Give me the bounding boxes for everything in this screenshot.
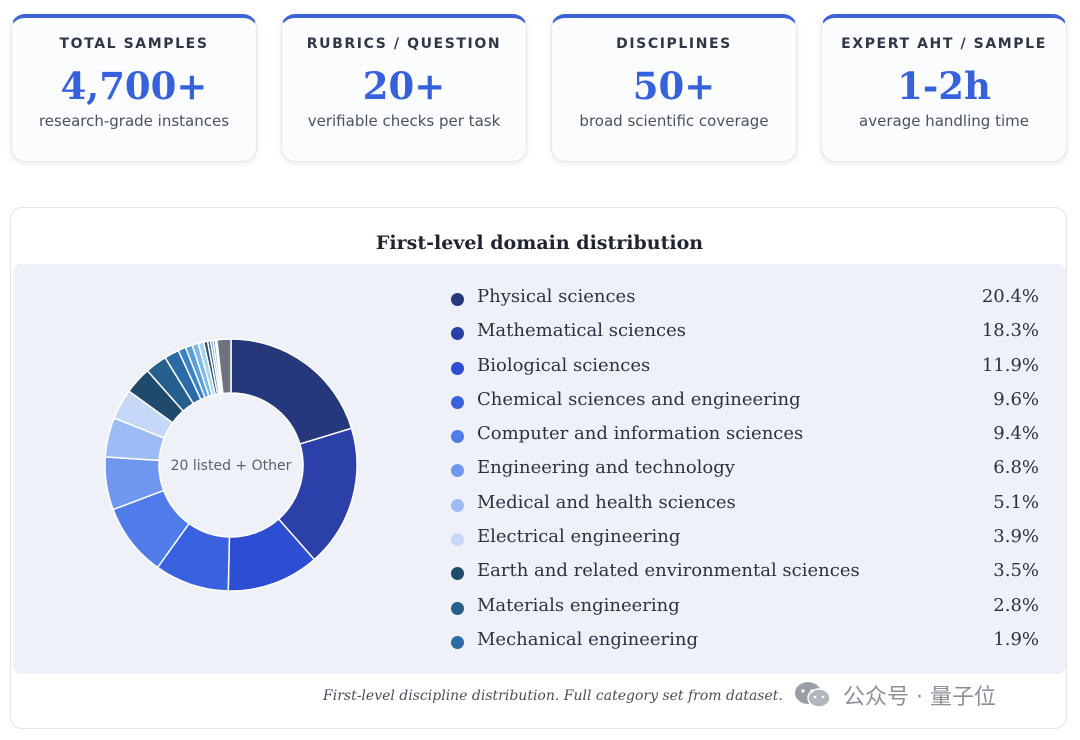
legend-swatch <box>451 293 464 306</box>
legend-swatch <box>451 498 464 512</box>
legend-label: Computer and information sciences <box>477 423 804 445</box>
donut-slice-other <box>216 338 232 395</box>
watermark-text: 公众号 · 量子位 <box>843 685 996 710</box>
legend-label: Electrical engineering <box>477 526 681 548</box>
legend-label: Materials engineering <box>477 594 680 616</box>
legend-label: Engineering and technology <box>477 457 735 479</box>
legend-item: Engineering and technology 6.8% <box>449 454 1049 488</box>
stat-subtitle: verifiable checks per task <box>307 112 501 130</box>
legend-item: Biological sciences 11.9% <box>449 352 1049 386</box>
chart-panel: First-level domain distribution 20 liste… <box>10 207 1067 729</box>
legend-item: Physical sciences 20.4% <box>449 283 1049 317</box>
donut-chart: 20 listed + Other <box>104 338 358 592</box>
stat-value: 20+ <box>362 64 446 108</box>
legend-item: Materials engineering 2.8% <box>449 592 1049 626</box>
legend-value: 20.4% <box>981 286 1039 307</box>
stat-label: TOTAL SAMPLES <box>59 36 209 52</box>
legend-label: Chemical sciences and engineering <box>477 388 801 410</box>
legend-value: 1.9% <box>993 628 1039 650</box>
legend-swatch <box>451 395 464 409</box>
chart-legend: Physical sciences 20.4% Mathematical scien… <box>449 283 1049 660</box>
stat-label: EXPERT AHT / SAMPLE <box>841 36 1047 52</box>
legend-item: Electrical engineering 3.9% <box>449 523 1049 557</box>
legend-swatch <box>451 327 464 341</box>
legend-swatch <box>451 430 464 444</box>
stat-subtitle: broad scientific coverage <box>579 112 769 130</box>
legend-item: Earth and related environmental sciences… <box>449 557 1049 591</box>
legend-swatch <box>451 601 464 615</box>
legend-label: Earth and related environmental sciences <box>477 560 860 582</box>
legend-swatch <box>451 567 464 581</box>
legend-label: Biological sciences <box>477 354 651 376</box>
stat-card-total-samples: TOTAL SAMPLES 4,700+ research-grade inst… <box>11 14 257 162</box>
legend-item: Chemical sciences and engineering 9.6% <box>449 386 1049 420</box>
stat-label: DISCIPLINES <box>616 36 732 52</box>
legend-item: Computer and information sciences 9.4% <box>449 420 1049 454</box>
stat-label: RUBRICS / QUESTION <box>306 36 502 52</box>
stat-card-rubrics: RUBRICS / QUESTION 20+ verifiable checks… <box>281 14 527 162</box>
legend-value: 9.6% <box>993 388 1039 410</box>
stat-subtitle: average handling time <box>859 112 1029 130</box>
legend-value: 5.1% <box>993 491 1039 513</box>
donut-slice <box>230 338 353 445</box>
chart-area: 20 listed + Other Physical sciences 20.4%… <box>13 264 1066 674</box>
watermark: 公众号 · 量子位 <box>793 680 996 710</box>
wechat-icon <box>795 682 831 708</box>
legend-label: Mechanical engineering <box>477 628 699 650</box>
legend-value: 11.9% <box>981 354 1039 376</box>
legend-swatch <box>451 464 464 478</box>
donut-center-label: 20 listed + Other <box>171 458 292 474</box>
legend-value: 3.5% <box>993 560 1039 582</box>
legend-swatch <box>451 635 464 649</box>
legend-swatch <box>451 361 464 375</box>
stat-subtitle: research-grade instances <box>38 112 230 130</box>
legend-label: Medical and health sciences <box>477 491 736 513</box>
legend-value: 3.9% <box>993 526 1039 548</box>
legend-value: 18.3% <box>981 320 1039 342</box>
stat-value: 4,700+ <box>60 64 208 108</box>
stat-value: 50+ <box>632 64 716 108</box>
legend-item: Medical and health sciences 5.1% <box>449 489 1049 523</box>
legend-value: 2.8% <box>993 594 1039 616</box>
stat-card-disciplines: DISCIPLINES 50+ broad scientific coverag… <box>551 14 797 162</box>
legend-swatch <box>451 533 464 547</box>
legend-value: 6.8% <box>993 457 1039 479</box>
legend-item: Mathematical sciences 18.3% <box>449 317 1049 351</box>
stat-value: 1-2h <box>897 64 991 108</box>
legend-item: Mechanical engineering 1.9% <box>449 626 1049 660</box>
chart-title: First-level domain distribution <box>375 232 704 254</box>
chart-caption: First-level discipline distribution. Ful… <box>323 688 783 704</box>
legend-label: Physical sciences <box>477 286 636 307</box>
legend-value: 9.4% <box>993 423 1039 445</box>
stat-card-expert-aht: EXPERT AHT / SAMPLE 1-2h average handlin… <box>821 14 1067 162</box>
legend-label: Mathematical sciences <box>477 320 687 342</box>
